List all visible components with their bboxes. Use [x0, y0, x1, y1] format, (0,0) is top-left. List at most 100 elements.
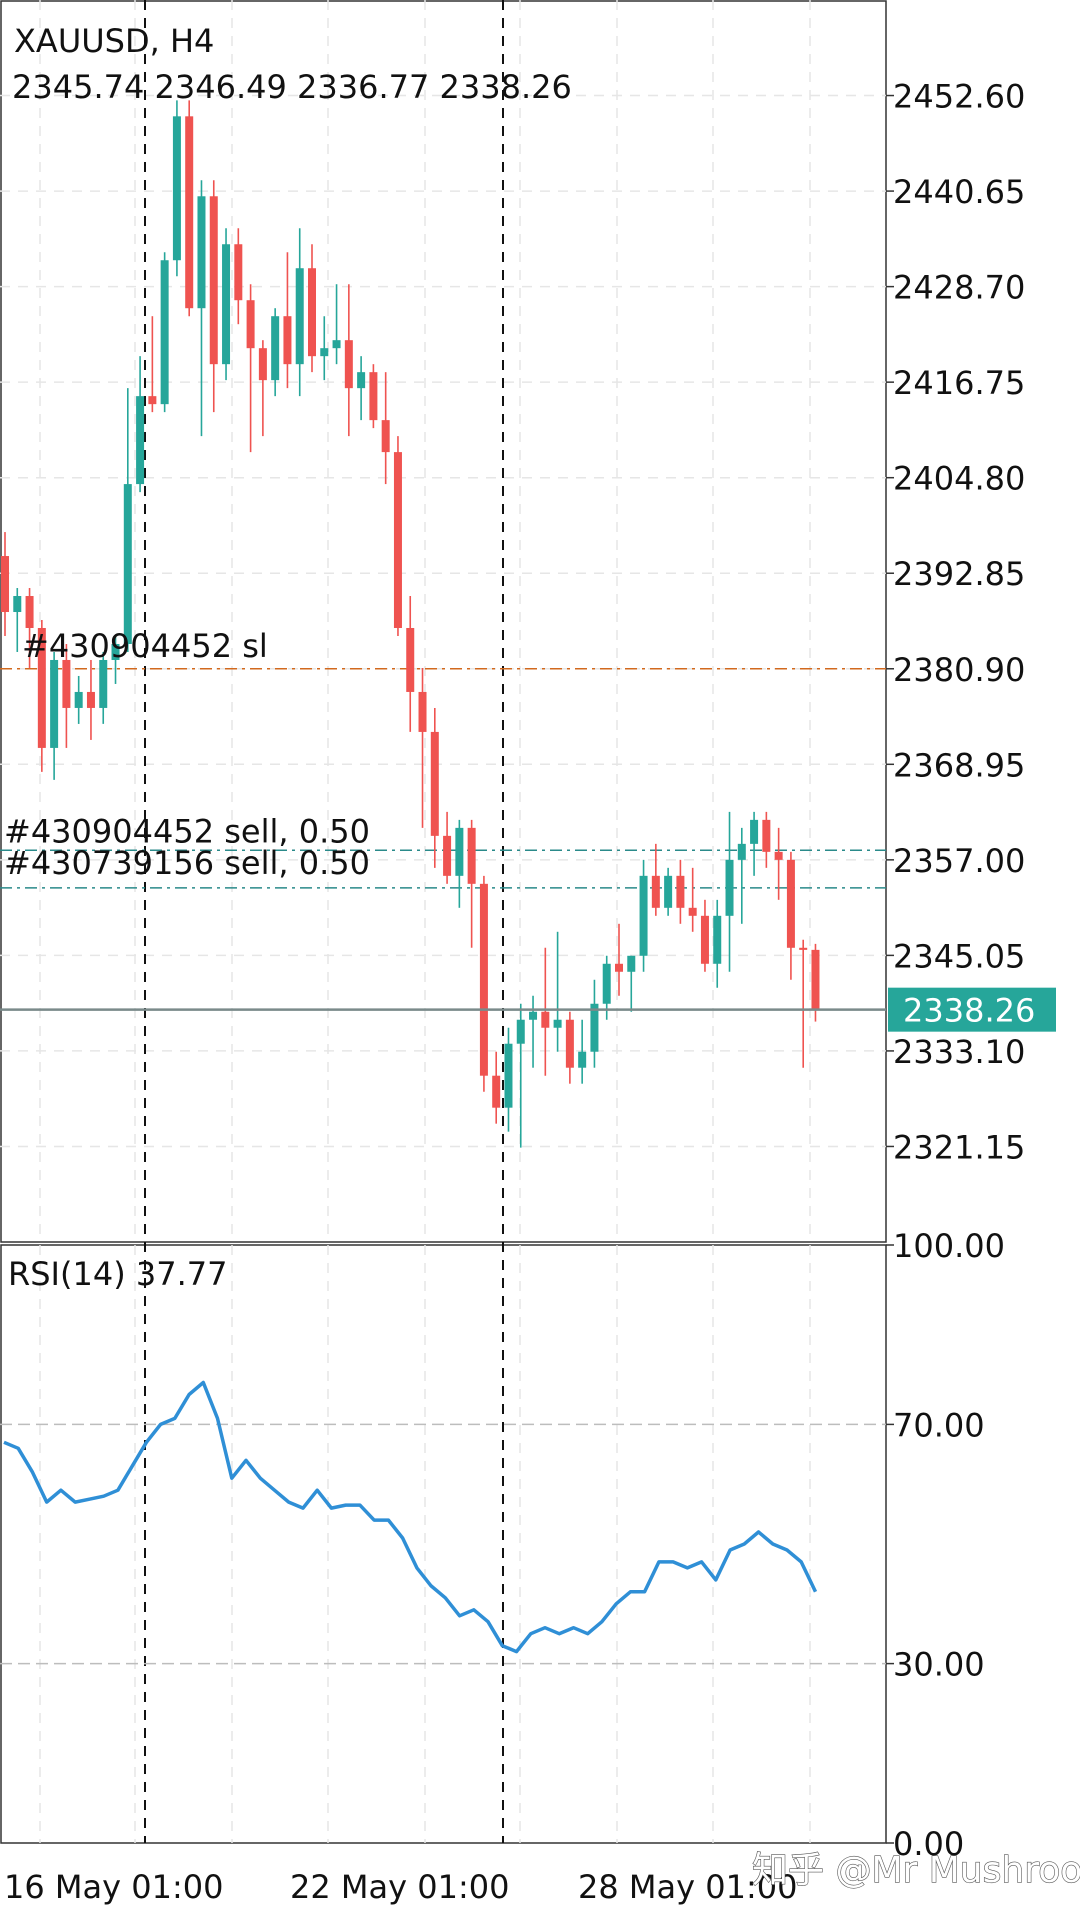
- candle-body: [443, 835, 452, 876]
- rsi-pane-frame: [0, 1244, 887, 1844]
- price-tick-label: 2380.90: [893, 651, 1025, 689]
- candle-body: [602, 963, 611, 1004]
- candle-body: [50, 659, 59, 748]
- candle-body: [492, 1075, 501, 1108]
- candle-body: [99, 659, 108, 708]
- candle-body: [762, 819, 771, 852]
- candle-body: [111, 643, 120, 660]
- watermark-text: 知乎 @Mr Mushroom: [752, 1850, 1080, 1891]
- candle-body: [615, 963, 623, 972]
- candle-body: [271, 316, 280, 381]
- price-tick-label: 2321.15: [893, 1128, 1025, 1166]
- rsi-tick-label: 100.00: [893, 1227, 1005, 1265]
- ohlc-readout: 2345.74 2346.49 2336.77 2338.26: [12, 68, 572, 106]
- candle-body: [676, 875, 685, 908]
- price-tick-label: 2404.80: [893, 460, 1025, 498]
- time-axis-label: 22 May 01:00: [290, 1868, 509, 1906]
- candle-body: [37, 627, 46, 748]
- candle-body: [160, 260, 169, 405]
- candle-body: [283, 316, 292, 365]
- candle-body: [344, 340, 353, 389]
- time-axis-label: 28 May 01:00: [578, 1868, 797, 1906]
- candle-body: [467, 827, 476, 884]
- candle-body: [74, 691, 83, 708]
- order-line-label: #430904452 sl: [22, 627, 268, 665]
- candle-body: [295, 268, 304, 365]
- candle-body: [430, 731, 439, 836]
- price-tick-label: 2392.85: [893, 555, 1025, 593]
- order-line-label: #430739156 sell, 0.50: [4, 844, 370, 882]
- candle-body: [418, 691, 427, 732]
- candle-body: [590, 1003, 599, 1052]
- price-tick-label: 2428.70: [893, 269, 1025, 307]
- chart-title: XAUUSD, H4: [14, 22, 214, 60]
- rsi-tick-label: 30.00: [893, 1646, 985, 1684]
- candle-body: [627, 955, 636, 972]
- order-line-label: #430904452 sell, 0.50: [4, 812, 370, 850]
- candle-body: [246, 300, 255, 349]
- time-axis-label: 16 May 01:00: [4, 1868, 223, 1906]
- current-price-badge: [888, 987, 1056, 1032]
- candle-body: [578, 1051, 587, 1068]
- candle-body: [774, 851, 783, 860]
- candle-body: [700, 915, 709, 964]
- candle-body: [737, 843, 746, 860]
- rsi-title: RSI(14) 37.77: [8, 1255, 227, 1293]
- candle-body: [320, 348, 329, 357]
- candle-body: [811, 949, 820, 1010]
- candle-body: [185, 116, 194, 309]
- candle-body: [25, 596, 34, 628]
- candle-body: [406, 627, 415, 692]
- candle-body: [357, 372, 366, 389]
- candle-body: [172, 116, 181, 261]
- current-price-label: 2338.26: [903, 992, 1035, 1030]
- price-tick-label: 2333.10: [893, 1033, 1025, 1071]
- candle-body: [209, 196, 218, 365]
- candle-body: [713, 915, 722, 964]
- candle-body: [381, 420, 390, 453]
- candle-body: [369, 372, 378, 421]
- candle-body: [308, 268, 316, 357]
- candle-body: [148, 396, 157, 405]
- candle-body: [13, 596, 22, 613]
- candle-body: [197, 196, 206, 309]
- rsi-tick-label: 70.00: [893, 1406, 985, 1444]
- candle-body: [541, 1011, 550, 1028]
- candle-body: [332, 340, 341, 349]
- candle-body: [123, 484, 132, 644]
- candle-body: [664, 875, 673, 908]
- candle-body: [504, 1043, 513, 1108]
- price-tick-label: 2345.05: [893, 937, 1025, 975]
- candle-body: [516, 1019, 525, 1044]
- price-tick-label: 2452.60: [893, 78, 1025, 116]
- price-tick-label: 2416.75: [893, 364, 1025, 402]
- candle-body: [529, 1011, 538, 1020]
- price-tick-label: 2357.00: [893, 842, 1025, 880]
- main-pane-frame: [0, 0, 887, 1243]
- candle-body: [688, 907, 697, 916]
- candle-body: [725, 859, 734, 916]
- candle-body: [258, 348, 267, 381]
- candle-body: [62, 659, 71, 708]
- candle-body: [799, 947, 808, 950]
- candle-body: [479, 883, 488, 1076]
- rsi-series-line: [3, 1380, 818, 1654]
- candle-body: [393, 452, 402, 628]
- candle-body: [136, 396, 145, 485]
- candle-body: [786, 859, 795, 948]
- candle-body: [639, 875, 648, 956]
- price-tick-label: 2368.95: [893, 746, 1025, 784]
- candle-body: [234, 244, 243, 301]
- candle-body: [750, 819, 759, 844]
- rsi-tick-label: 0.00: [893, 1825, 964, 1863]
- candle-body: [86, 691, 95, 708]
- candle-body: [553, 1019, 562, 1028]
- candle-body: [1, 556, 9, 613]
- candle-body: [455, 827, 464, 876]
- candle-body: [565, 1019, 574, 1068]
- candle-body: [651, 875, 660, 908]
- price-tick-label: 2440.65: [893, 173, 1025, 211]
- candle-body: [222, 244, 231, 365]
